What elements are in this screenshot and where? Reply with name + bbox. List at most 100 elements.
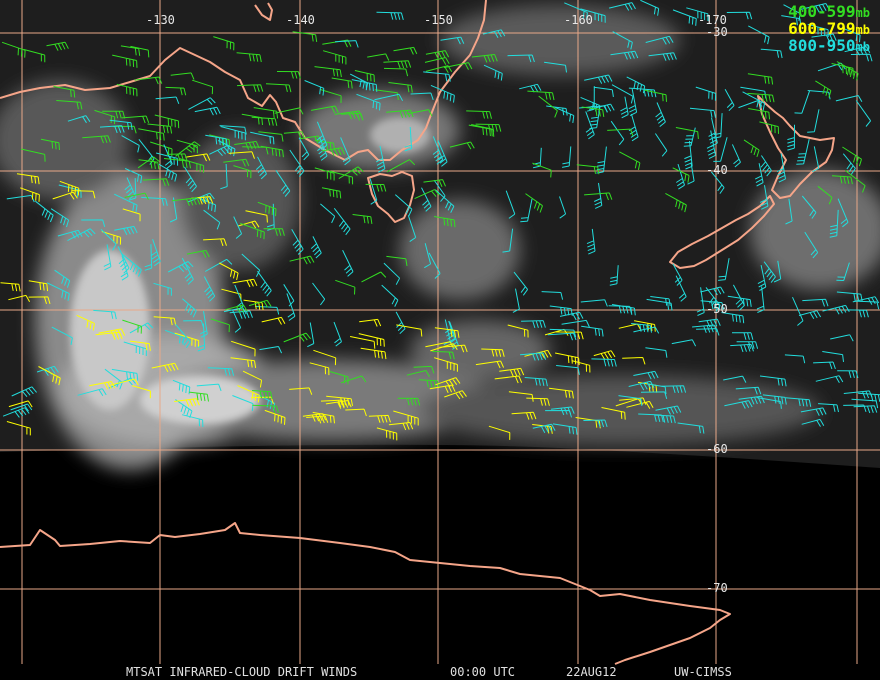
wind-barb bbox=[547, 332, 577, 341]
wind-barb bbox=[77, 388, 107, 397]
wind-barb bbox=[138, 128, 165, 141]
footer-source: UW-CIMSS bbox=[674, 665, 732, 679]
wind-barb bbox=[51, 326, 73, 345]
wind-barb bbox=[189, 391, 209, 402]
wind-barb bbox=[776, 153, 786, 183]
wind-barb bbox=[618, 395, 643, 406]
wind-barb bbox=[584, 74, 613, 84]
wind-barb bbox=[798, 310, 822, 320]
wind-barb bbox=[171, 197, 201, 206]
wind-barb bbox=[46, 41, 69, 51]
wind-barb bbox=[723, 375, 747, 383]
wind-barb bbox=[783, 4, 801, 21]
wind-barb bbox=[645, 347, 668, 358]
wind-barb bbox=[181, 414, 204, 428]
wind-barb bbox=[434, 216, 456, 228]
wind-barb bbox=[785, 397, 812, 407]
wind-barb bbox=[359, 318, 382, 327]
wind-barb bbox=[101, 231, 122, 245]
wind-barb bbox=[612, 31, 633, 50]
wind-barb bbox=[368, 414, 391, 423]
wind-barb bbox=[434, 357, 458, 372]
wind-barb bbox=[483, 64, 503, 81]
wind-barb bbox=[822, 304, 850, 315]
wind-barb bbox=[424, 57, 450, 65]
wind-barb bbox=[192, 79, 214, 95]
wind-barb bbox=[233, 216, 243, 239]
wind-barb bbox=[182, 298, 197, 318]
wind-barb bbox=[696, 328, 720, 336]
wind-barb bbox=[646, 383, 667, 395]
wind-barb bbox=[549, 387, 574, 399]
wind-barb bbox=[852, 296, 880, 305]
wind-barb bbox=[144, 244, 153, 271]
wind-barb bbox=[544, 61, 567, 73]
wind-barb bbox=[724, 89, 735, 112]
wind-barb bbox=[698, 318, 721, 328]
wind-barb bbox=[781, 15, 802, 26]
wind-barb bbox=[228, 151, 255, 159]
wind-barb bbox=[230, 357, 257, 368]
wind-barb bbox=[593, 86, 614, 97]
footer-date: 22AUG12 bbox=[566, 665, 617, 679]
wind-barb bbox=[628, 87, 657, 98]
wind-barb bbox=[424, 243, 432, 269]
lat-label-30: -30 bbox=[706, 25, 728, 39]
wind-barb bbox=[383, 67, 409, 77]
image-footer: MTSAT INFRARED-CLOUD DRIFT WINDS 00:00 U… bbox=[0, 664, 880, 680]
wind-barb bbox=[203, 276, 216, 302]
wind-barb bbox=[103, 244, 112, 271]
wind-barb bbox=[430, 343, 458, 352]
wind-barb bbox=[291, 228, 304, 255]
wind-barb bbox=[532, 162, 552, 178]
wind-barb bbox=[596, 146, 607, 174]
wind-barb bbox=[289, 255, 315, 265]
wind-barb bbox=[521, 320, 546, 329]
wind-barb bbox=[559, 311, 584, 321]
nz-north-coast bbox=[757, 95, 835, 199]
wind-barb bbox=[552, 423, 578, 435]
wind-barb bbox=[541, 291, 564, 300]
wind-barb bbox=[815, 375, 844, 384]
wind-barb bbox=[1, 41, 26, 58]
wind-barb bbox=[844, 170, 866, 193]
wind-barb bbox=[338, 166, 364, 180]
wind-barb bbox=[116, 83, 138, 97]
lon-label-160: -160 bbox=[564, 13, 593, 27]
wind-barb bbox=[225, 304, 248, 314]
wind-barb bbox=[807, 109, 820, 133]
wind-barb bbox=[576, 164, 600, 175]
wind-barb bbox=[580, 8, 606, 23]
wind-barb bbox=[283, 332, 311, 343]
wind-barb bbox=[203, 238, 227, 247]
wind-barb bbox=[56, 100, 83, 110]
wind-barb bbox=[199, 311, 208, 338]
wind-barb bbox=[334, 40, 359, 48]
wind-barb bbox=[307, 322, 315, 348]
wind-barb bbox=[210, 318, 230, 333]
wind-barb bbox=[232, 278, 258, 288]
wind-barb bbox=[0, 282, 21, 292]
wind-barb bbox=[23, 48, 46, 63]
wind-barb bbox=[207, 367, 235, 376]
wind-barb bbox=[430, 84, 455, 103]
wind-barb bbox=[546, 105, 568, 116]
wind-barb bbox=[675, 275, 687, 302]
wind-barb bbox=[842, 153, 856, 175]
wind-barb bbox=[593, 182, 603, 209]
wind-barb bbox=[314, 66, 342, 78]
wind-barb bbox=[561, 319, 590, 328]
wind-barb bbox=[736, 341, 759, 349]
wind-barb bbox=[381, 284, 399, 307]
wind-barb bbox=[846, 309, 869, 318]
wind-barb bbox=[188, 97, 216, 110]
wind-barb bbox=[242, 146, 269, 155]
lat-label-40: -40 bbox=[706, 163, 728, 177]
wind-barb bbox=[738, 395, 765, 405]
wind-barb bbox=[121, 253, 142, 277]
wind-barb bbox=[179, 158, 205, 173]
wind-barb bbox=[807, 23, 829, 38]
lat-label-50: -50 bbox=[706, 302, 728, 316]
wind-barb bbox=[829, 209, 839, 238]
wind-barb bbox=[314, 167, 335, 181]
